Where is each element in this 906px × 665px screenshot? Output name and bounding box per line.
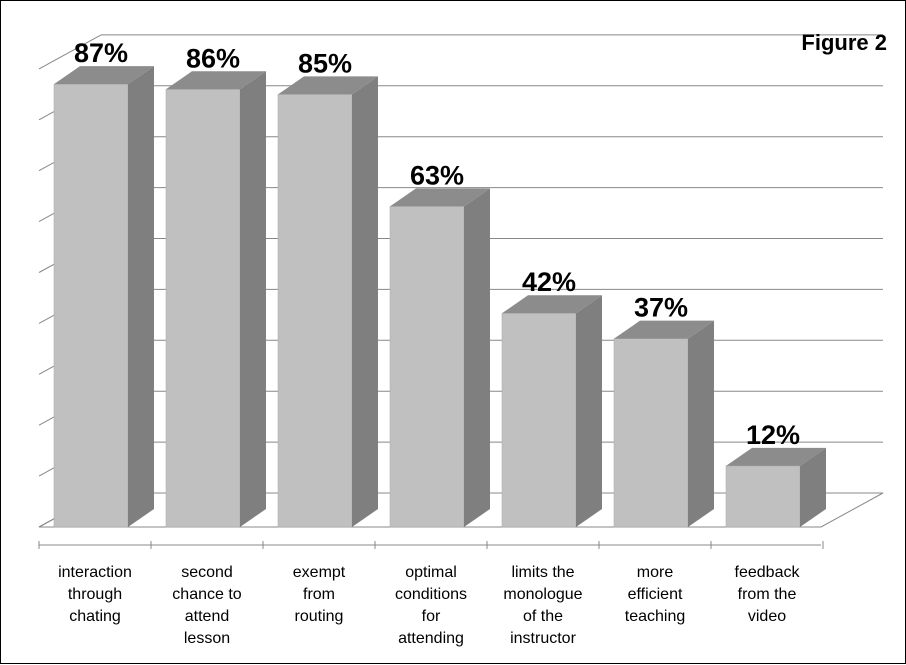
value-label: 12%	[746, 420, 800, 450]
bar-side	[352, 76, 378, 527]
bar	[613, 320, 714, 528]
figure-title: Figure 2	[801, 30, 887, 55]
bar-side	[688, 320, 714, 527]
category-label: optimal conditions for attending	[395, 564, 467, 647]
bars	[53, 66, 826, 528]
bar-top	[278, 76, 378, 95]
bar-side	[800, 447, 826, 527]
bar	[53, 66, 154, 528]
category-label: interaction through chating	[58, 564, 132, 625]
bar-top	[166, 71, 266, 90]
category-label: more efficient teaching	[625, 564, 686, 625]
bar	[725, 447, 826, 528]
gridline-depth	[38, 34, 102, 70]
category-label: feedback from the video	[735, 564, 801, 625]
value-label: 42%	[522, 267, 576, 297]
category-label: limits the monologue of the instructor	[503, 564, 582, 647]
category-label: exempt from routing	[293, 564, 346, 625]
category-labels: interaction through chating second chance to…	[58, 564, 800, 647]
bar-front	[389, 206, 465, 528]
value-label: 87%	[74, 38, 128, 68]
value-label: 37%	[634, 293, 688, 323]
bar-front	[725, 465, 801, 528]
bar	[501, 295, 602, 528]
bar-side	[576, 295, 602, 527]
bar	[165, 71, 266, 528]
bar-side	[128, 66, 154, 528]
bar-side	[240, 71, 266, 527]
category-label: second chance to attend lesson	[172, 564, 241, 647]
bar-front	[277, 94, 353, 528]
bar-front	[53, 83, 129, 528]
bar-top	[726, 447, 826, 466]
bar-side	[464, 188, 490, 527]
bar-front	[165, 89, 241, 528]
bar-top	[390, 188, 490, 207]
bar-top	[502, 295, 602, 314]
bar-top	[614, 320, 714, 339]
bar-front	[501, 312, 577, 528]
value-label: 85%	[298, 48, 352, 78]
bar	[277, 76, 378, 528]
bar	[389, 188, 490, 528]
value-labels: 87% 86% 85% 63% 42% 37% 12%	[74, 38, 800, 450]
bar-front	[613, 338, 689, 528]
value-label: 86%	[186, 43, 240, 73]
value-label: 63%	[410, 160, 464, 190]
bar-top	[54, 66, 154, 85]
